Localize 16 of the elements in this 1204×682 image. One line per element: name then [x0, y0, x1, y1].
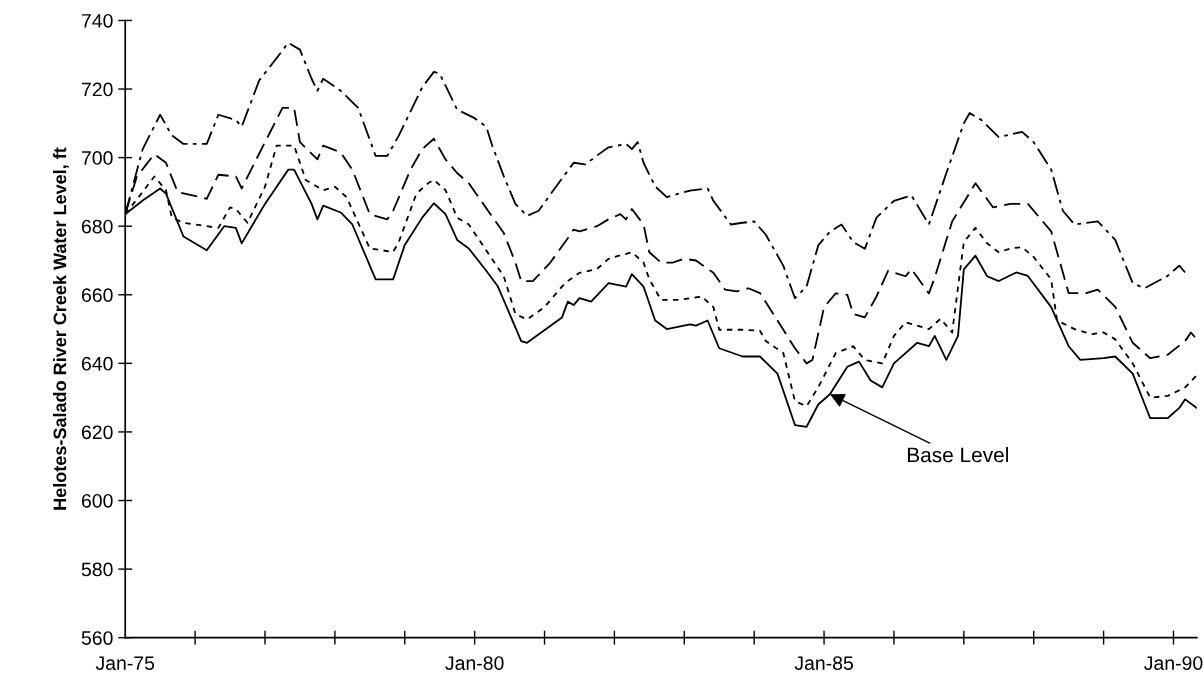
y-axis-title: Helotes-Salado River Creek Water Level, ft	[53, 147, 69, 510]
y-tick-label: 680	[81, 219, 113, 234]
y-tick-label: 620	[81, 425, 113, 440]
x-tick-label: Jan-80	[445, 656, 504, 671]
x-tick-label: Jan-75	[95, 656, 155, 671]
y-tick-label: 560	[81, 631, 113, 645]
x-tick-label: Jan-85	[794, 656, 853, 671]
y-tick-label: 660	[81, 288, 113, 303]
y-tick-label: 700	[81, 151, 113, 165]
y-tick-label: 600	[81, 493, 113, 508]
y-tick-label: 640	[81, 356, 113, 371]
y-tick-label: 720	[81, 82, 113, 97]
annotation: Base Level	[907, 447, 1008, 463]
y-tick-label: 740	[81, 13, 113, 28]
y-tick-label: 580	[81, 562, 113, 577]
x-tick-label: Jan-90	[1144, 656, 1203, 671]
